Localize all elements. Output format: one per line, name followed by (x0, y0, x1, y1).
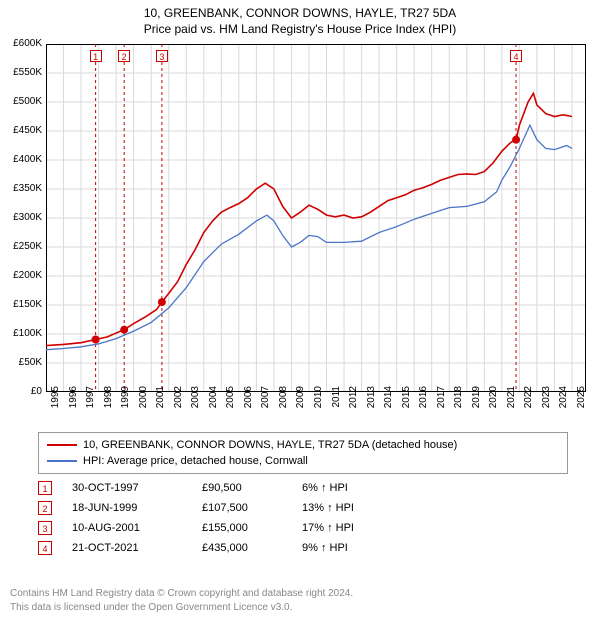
x-axis-label: 2001 (155, 386, 166, 426)
row-marker: 4 (38, 541, 52, 555)
event-marker: 2 (118, 50, 130, 62)
x-axis-label: 2024 (558, 386, 569, 426)
legend-item-hpi: HPI: Average price, detached house, Corn… (47, 453, 559, 469)
y-axis-label: £200K (2, 270, 42, 281)
chart-subtitle: Price paid vs. HM Land Registry's House … (0, 22, 600, 36)
x-axis-label: 2011 (331, 386, 342, 426)
row-marker: 2 (38, 501, 52, 515)
x-axis-label: 1996 (68, 386, 79, 426)
x-axis-label: 2020 (488, 386, 499, 426)
footer-line: Contains HM Land Registry data © Crown c… (10, 587, 353, 601)
x-axis-label: 2012 (348, 386, 359, 426)
event-marker: 3 (156, 50, 168, 62)
sales-table: 130-OCT-1997£90,5006% ↑ HPI218-JUN-1999£… (38, 478, 568, 558)
row-price: £107,500 (202, 502, 302, 514)
y-axis-label: £100K (2, 328, 42, 339)
y-axis-label: £550K (2, 67, 42, 78)
y-axis-label: £600K (2, 38, 42, 49)
x-axis-label: 2002 (173, 386, 184, 426)
row-date: 30-OCT-1997 (72, 482, 202, 494)
chart-title: 10, GREENBANK, CONNOR DOWNS, HAYLE, TR27… (0, 6, 600, 20)
x-axis-label: 2009 (295, 386, 306, 426)
x-axis-label: 2014 (383, 386, 394, 426)
legend-swatch (47, 460, 77, 462)
legend: 10, GREENBANK, CONNOR DOWNS, HAYLE, TR27… (38, 432, 568, 474)
y-axis-label: £150K (2, 299, 42, 310)
legend-label: HPI: Average price, detached house, Corn… (83, 455, 308, 467)
x-axis-label: 2018 (453, 386, 464, 426)
chart-svg (46, 44, 586, 392)
x-axis-label: 2010 (313, 386, 324, 426)
row-delta: 13% ↑ HPI (302, 502, 422, 514)
x-axis-label: 2021 (506, 386, 517, 426)
x-axis-label: 2006 (243, 386, 254, 426)
x-axis-label: 1997 (85, 386, 96, 426)
chart-area (46, 44, 586, 392)
y-axis-label: £450K (2, 125, 42, 136)
x-axis-label: 1995 (50, 386, 61, 426)
footer-attribution: Contains HM Land Registry data © Crown c… (10, 587, 353, 614)
x-axis-label: 2003 (190, 386, 201, 426)
event-marker: 4 (510, 50, 522, 62)
row-date: 18-JUN-1999 (72, 502, 202, 514)
x-axis-label: 2017 (436, 386, 447, 426)
y-axis-label: £350K (2, 183, 42, 194)
x-axis-label: 2016 (418, 386, 429, 426)
x-axis-label: 2005 (225, 386, 236, 426)
table-row: 1 30-OCT-1997£90,5006% ↑ HPI (38, 478, 568, 498)
x-axis-label: 2004 (208, 386, 219, 426)
row-delta: 6% ↑ HPI (302, 482, 422, 494)
y-axis-label: £50K (2, 357, 42, 368)
row-price: £155,000 (202, 522, 302, 534)
y-axis-label: £400K (2, 154, 42, 165)
y-axis-label: £500K (2, 96, 42, 107)
row-marker: 3 (38, 521, 52, 535)
footer-line: This data is licensed under the Open Gov… (10, 601, 353, 615)
y-axis-label: £0 (2, 386, 42, 397)
row-delta: 9% ↑ HPI (302, 542, 422, 554)
row-price: £90,500 (202, 482, 302, 494)
x-axis-label: 2013 (366, 386, 377, 426)
row-date: 21-OCT-2021 (72, 542, 202, 554)
y-axis-label: £300K (2, 212, 42, 223)
x-axis-label: 2015 (401, 386, 412, 426)
x-axis-label: 1999 (120, 386, 131, 426)
x-axis-label: 2008 (278, 386, 289, 426)
x-axis-label: 1998 (103, 386, 114, 426)
legend-label: 10, GREENBANK, CONNOR DOWNS, HAYLE, TR27… (83, 439, 457, 451)
x-axis-label: 2022 (523, 386, 534, 426)
x-axis-label: 2007 (260, 386, 271, 426)
x-axis-label: 2023 (541, 386, 552, 426)
y-axis-label: £250K (2, 241, 42, 252)
x-axis-label: 2000 (138, 386, 149, 426)
legend-item-property: 10, GREENBANK, CONNOR DOWNS, HAYLE, TR27… (47, 437, 559, 453)
row-marker: 1 (38, 481, 52, 495)
x-axis-label: 2019 (471, 386, 482, 426)
table-row: 3 10-AUG-2001£155,00017% ↑ HPI (38, 518, 568, 538)
event-marker: 1 (90, 50, 102, 62)
row-delta: 17% ↑ HPI (302, 522, 422, 534)
row-date: 10-AUG-2001 (72, 522, 202, 534)
legend-swatch (47, 444, 77, 446)
x-axis-label: 2025 (576, 386, 587, 426)
row-price: £435,000 (202, 542, 302, 554)
table-row: 2 18-JUN-1999£107,50013% ↑ HPI (38, 498, 568, 518)
table-row: 4 21-OCT-2021£435,0009% ↑ HPI (38, 538, 568, 558)
